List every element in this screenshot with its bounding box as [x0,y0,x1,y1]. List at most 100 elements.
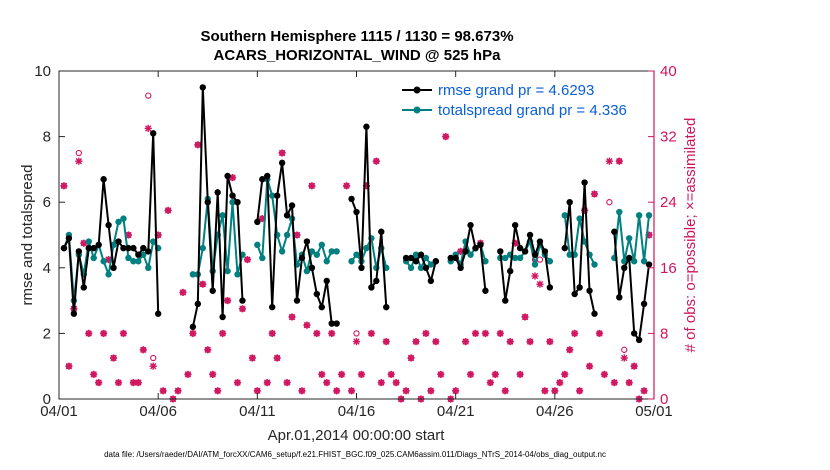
obs-assimilated-stroke [467,371,474,378]
x-tick-label: 04/26 [536,403,574,420]
rmse-point [95,241,102,249]
obs-assimilated-point [223,297,232,305]
obs-assimilated-stroke [184,371,192,378]
rmse-point [209,287,216,294]
obs-assimilated-stroke [373,158,380,165]
rmse-point [571,290,578,298]
rmse-point [264,172,271,180]
obs-assimilated-point [382,338,390,346]
rmse-point [224,172,231,180]
obs-assimilated-stroke [487,379,494,386]
obs-assimilated-point [174,387,182,395]
totalspread-point [645,212,653,219]
legend-totalspread-label: totalspread grand pr = 4.336 [438,102,627,119]
rmse-point [75,248,83,255]
obs-assimilated-stroke [328,330,335,337]
obs-assimilated-stroke [130,379,137,386]
y-axis-label: rmse and totalspread [19,165,36,306]
obs-assimilated-point [219,329,227,337]
obs-assimilated-stroke [462,338,469,345]
rmse-point [378,228,385,235]
rmse-point [531,251,539,258]
line-layer [60,84,653,344]
x-axis: 04/01 04/06 04/11 04/16 04/21 04/26 05/01 [40,71,673,420]
rmse-point [328,320,335,327]
obs-assimilated-stroke [492,371,499,378]
obs-assimilated-stroke [353,338,360,345]
rmse-point [516,244,524,252]
rmse-point [333,320,340,327]
totalspread-point [219,212,226,219]
obs-assimilated-stroke [95,379,102,386]
rmse-point [541,248,549,255]
rmse-point [105,221,112,229]
totalspread-point [328,248,335,255]
obs-assimilated-stroke [164,207,172,214]
obs-assimilated-point [323,379,331,387]
totalspread-point [313,251,321,258]
obs-assimilated-stroke [293,231,301,239]
totalspread-point [224,267,231,275]
y2-tick-label: 32 [660,129,677,146]
rmse-point [154,310,162,317]
obs-assimilated-stroke [204,346,211,353]
obs-assimilated-point [571,329,579,337]
x-tick-label: 04/21 [437,403,475,420]
obs-assimilated-point [546,338,554,346]
totalspread-point [125,254,132,262]
rmse-point [536,238,544,245]
totalspread-point [511,254,519,262]
totalspread-point [323,258,330,265]
obs-assimilated-stroke [378,379,385,386]
rmse-point [482,287,489,294]
totalspread-point [333,248,340,255]
obs-assimilated-stroke [402,387,410,394]
totalspread-point [566,251,573,258]
obs-assimilated-point [427,387,435,395]
rmse-point [194,300,202,308]
obs-assimilated-stroke [229,174,236,181]
obs-assimilated-point [600,370,609,378]
totalspread-point [635,212,643,219]
rmse-point [60,244,68,252]
y-tick-label: 10 [34,63,51,80]
obs-assimilated-stroke [254,387,261,394]
obs-assimilated-point [119,329,128,337]
obs-assimilated-point [65,362,73,370]
obs-possible-point [150,354,157,362]
rmse-point [616,294,623,301]
obs-assimilated-point [372,157,380,165]
obs-assimilated-stroke [561,371,568,378]
totalspread-point [145,264,152,271]
obs-assimilated-stroke [621,354,628,362]
obs-assimilated-stroke [318,371,325,378]
obs-assimilated-point [342,182,351,190]
obs-assimilated-point [521,313,529,321]
rmse-point [110,264,117,271]
obs-possible-point [606,199,613,206]
rmse-point [318,303,325,311]
rmse-point [368,284,375,291]
obs-assimilated-point [556,379,564,387]
totalspread-point [234,271,241,278]
totalspread-point [531,261,539,268]
totalspread-point [85,238,92,245]
x-axis-label: Apr.01,2014 00:00:00 start [268,427,446,444]
obs-assimilated-point [392,379,400,387]
totalspread-point [576,215,583,222]
rmse-point [591,310,598,317]
rmse-point [586,287,593,294]
obs-assimilated-stroke [278,149,286,157]
obs-assimilated-stroke [214,387,221,394]
y-axis-left: 0 2 4 6 8 10 [34,63,65,408]
obs-assimilated-point [333,387,341,395]
y2-axis-label: # of obs: o=possible; ×=assimilated [682,118,699,353]
rmse-point [576,284,583,291]
obs-assimilated-stroke [507,338,514,345]
obs-assimilated-point [412,338,420,346]
obs-assimilated-stroke [626,379,633,386]
obs-assimilated-stroke [90,371,97,378]
rmse-point [70,310,78,317]
totalspread-point [283,231,291,239]
totalspread-point [140,251,147,258]
